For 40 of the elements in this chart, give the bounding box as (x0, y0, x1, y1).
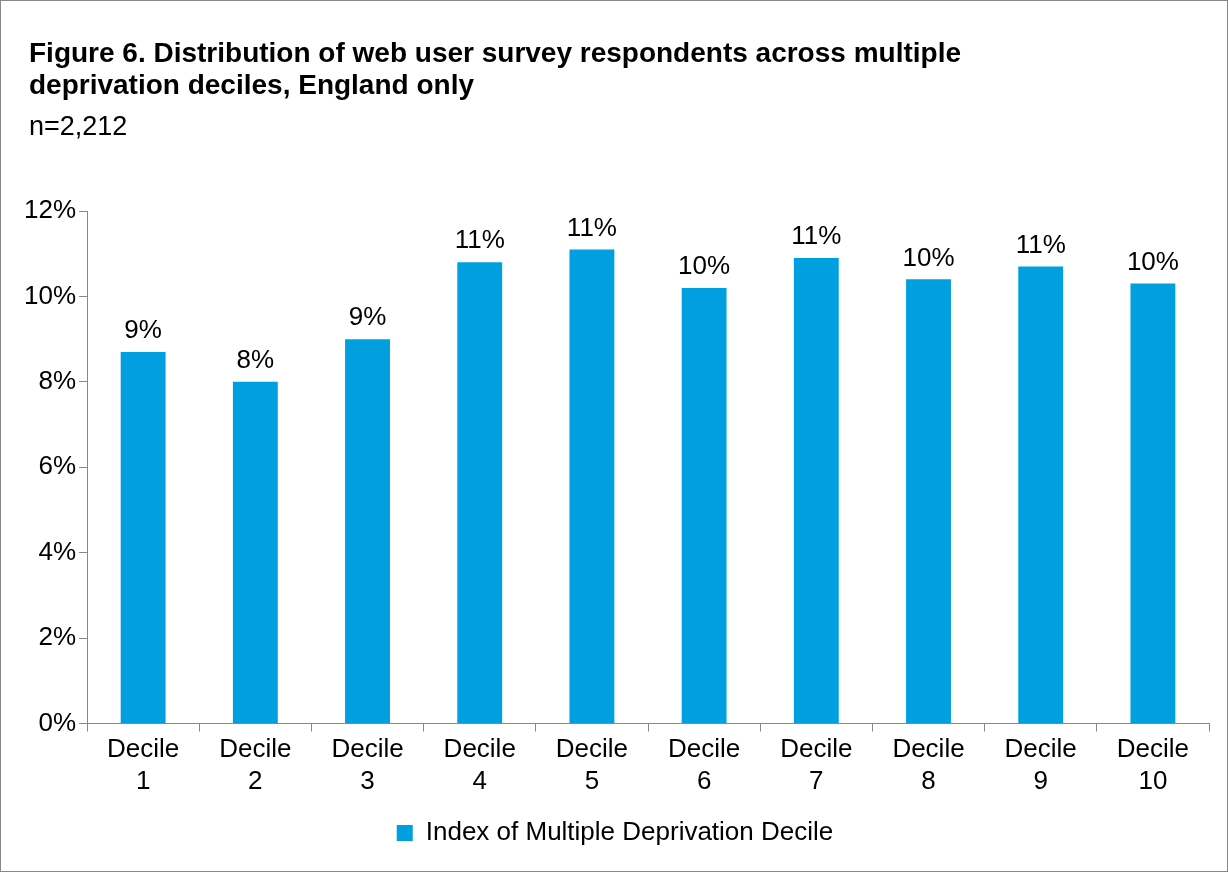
y-tick-label: 8% (38, 365, 77, 396)
legend-label: Index of Multiple Deprivation Decile (425, 816, 834, 847)
bar (681, 287, 727, 724)
x-tick-label: Decile 7 (780, 733, 853, 795)
bar (906, 279, 951, 724)
bar (1018, 266, 1064, 724)
chart-subtitle: n=2,212 (29, 111, 128, 142)
y-tick-label: 6% (38, 450, 77, 481)
data-label: 10% (902, 241, 955, 272)
data-label: 10% (678, 250, 731, 281)
bar (345, 339, 390, 724)
data-label: 11% (566, 211, 617, 242)
x-tick-label: Decile 2 (219, 733, 292, 795)
y-tick-label: 4% (38, 535, 77, 566)
x-tick-label: Decile 1 (107, 733, 180, 795)
y-tick-label: 2% (38, 621, 77, 652)
bar (569, 249, 615, 724)
data-label: 11% (791, 220, 842, 251)
chart-title: Figure 6. Distribution of web user survey respondents across multiple deprivation deciles, England only (29, 37, 962, 101)
y-tick-label: 10% (23, 279, 77, 310)
data-label: 8% (236, 344, 275, 375)
x-tick-label: Decile 6 (667, 733, 741, 795)
bar (793, 257, 839, 724)
x-tick-label: Decile 5 (555, 733, 629, 795)
data-label: 9% (124, 314, 162, 345)
data-label: 11% (454, 224, 505, 255)
data-label: 10% (1126, 245, 1179, 276)
bar (457, 262, 503, 724)
data-label: 11% (1015, 228, 1066, 259)
bar (232, 381, 278, 724)
y-tick-label: 12% (23, 194, 77, 225)
x-tick-label: Decile 4 (443, 733, 516, 795)
data-label: 9% (348, 301, 387, 332)
y-tick-label: 0% (38, 706, 77, 737)
x-tick-label: Decile 8 (892, 733, 965, 795)
x-tick-label: Decile 9 (1004, 733, 1077, 795)
x-tick-label: Decile 3 (331, 733, 404, 795)
x-tick-label: Decile 10 (1116, 733, 1190, 795)
bar (1130, 283, 1176, 724)
bar (120, 351, 166, 724)
